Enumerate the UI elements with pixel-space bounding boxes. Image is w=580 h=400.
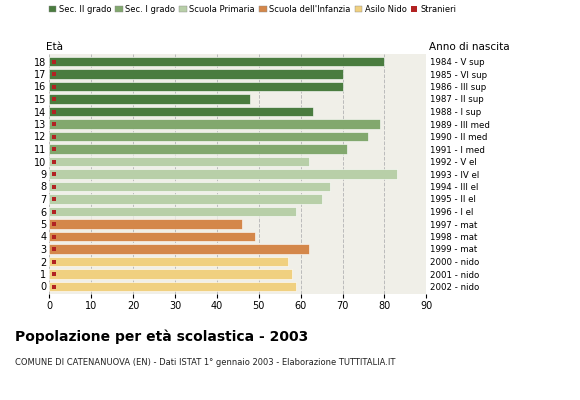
Bar	[49, 132, 368, 141]
Bar	[49, 144, 347, 154]
Bar	[49, 219, 242, 229]
Bar	[49, 194, 321, 204]
Bar	[49, 107, 313, 116]
Bar	[49, 182, 330, 191]
Bar	[49, 82, 343, 91]
Text: Età: Età	[46, 42, 63, 52]
Bar	[49, 244, 309, 254]
Bar	[49, 282, 296, 291]
Bar	[49, 257, 288, 266]
Bar	[49, 207, 296, 216]
Bar	[49, 69, 343, 79]
Bar	[49, 169, 397, 179]
Bar	[49, 94, 251, 104]
Bar	[49, 269, 292, 279]
Bar	[49, 119, 380, 129]
Bar	[49, 232, 255, 241]
Bar	[49, 157, 309, 166]
Text: Popolazione per età scolastica - 2003: Popolazione per età scolastica - 2003	[14, 330, 308, 344]
Text: COMUNE DI CATENANUOVA (EN) - Dati ISTAT 1° gennaio 2003 - Elaborazione TUTTITALI: COMUNE DI CATENANUOVA (EN) - Dati ISTAT …	[14, 358, 395, 367]
Text: Anno di nascita: Anno di nascita	[429, 42, 510, 52]
Legend: Sec. II grado, Sec. I grado, Scuola Primaria, Scuola dell'Infanzia, Asilo Nido, : Sec. II grado, Sec. I grado, Scuola Prim…	[48, 4, 458, 15]
Bar	[49, 57, 385, 66]
